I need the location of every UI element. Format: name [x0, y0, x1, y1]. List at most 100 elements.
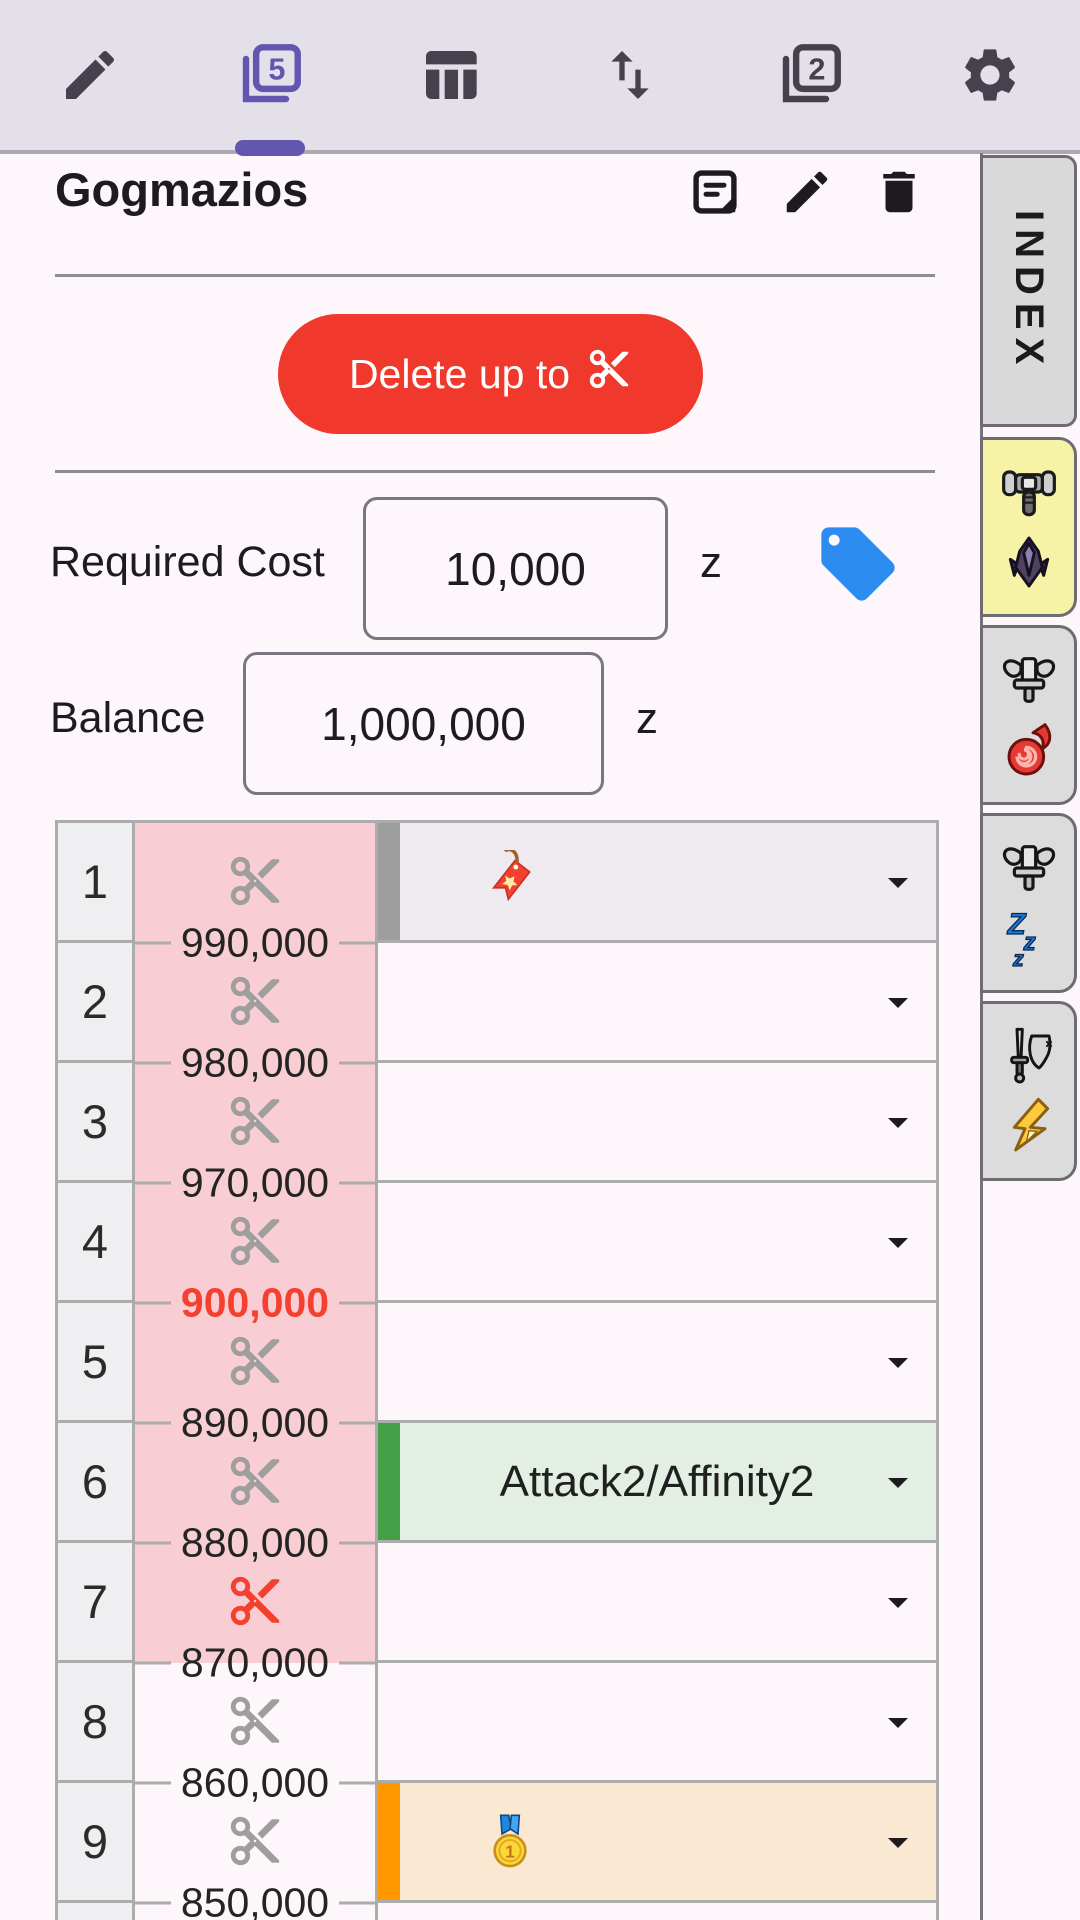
upgrade-table: 1 990,000 2 980,000 3 970,000 4 900,000 5 890,000…: [55, 820, 939, 1920]
selected-tab-indicator: [235, 140, 305, 156]
scissors-icon: [586, 346, 632, 402]
row-number: 9: [58, 1783, 135, 1903]
scissors-icon[interactable]: [226, 1692, 284, 1755]
required-cost-box: [363, 497, 668, 640]
tick-line: [135, 1781, 171, 1785]
skill-slot-cell[interactable]: [378, 1303, 936, 1423]
skill-slot-cell[interactable]: [378, 1903, 936, 1920]
balance-label: Balance: [50, 694, 206, 742]
edit-pencil-icon[interactable]: [780, 165, 834, 219]
filter-2-icon[interactable]: 2: [778, 43, 842, 107]
skill-slot-cell[interactable]: [378, 1183, 936, 1303]
dropdown-arrow-icon[interactable]: [874, 1098, 922, 1146]
dropdown-arrow-icon[interactable]: [874, 978, 922, 1026]
scissors-icon[interactable]: [226, 1212, 284, 1275]
dragon-crystal-icon: [996, 529, 1062, 595]
cut-cell[interactable]: 880,000: [135, 1423, 378, 1566]
tick-line: [339, 1661, 375, 1665]
dropdown-arrow-icon[interactable]: [874, 1458, 922, 1506]
index-tab[interactable]: INDEX: [980, 155, 1077, 427]
tick-line: [339, 1181, 375, 1185]
cost-boundary: 860,000: [135, 1760, 375, 1807]
required-cost-input[interactable]: [366, 500, 665, 637]
scissors-icon[interactable]: [226, 1812, 284, 1875]
svg-text:Z: Z: [1006, 908, 1026, 941]
scissors-icon[interactable]: [226, 1332, 284, 1395]
cut-cell[interactable]: 890,000: [135, 1303, 378, 1446]
skill-slot-cell[interactable]: [378, 943, 936, 1063]
table-row: 8 860,000: [58, 1663, 936, 1806]
row-number: 8: [58, 1663, 135, 1783]
bookmark-icon: [478, 847, 542, 914]
horn-icon: [996, 647, 1062, 713]
hammer-icon: [996, 459, 1062, 525]
settings-gear-icon[interactable]: [958, 43, 1022, 107]
svg-text:z: z: [1012, 947, 1024, 970]
dropdown-arrow-icon[interactable]: [874, 1218, 922, 1266]
tick-line: [135, 1901, 171, 1905]
skill-slot-cell[interactable]: Attack2/Affinity2: [378, 1423, 936, 1543]
filter-5-icon[interactable]: 5: [238, 43, 302, 107]
row-number: 6: [58, 1423, 135, 1543]
cost-value: 870,000: [180, 1639, 330, 1686]
cost-boundary: 850,000: [135, 1880, 375, 1920]
tick-line: [339, 1421, 375, 1425]
slot-color-bar: [378, 1783, 400, 1900]
cut-cell[interactable]: 990,000: [135, 823, 378, 966]
fire-swirl-icon: [996, 717, 1062, 783]
edit-pencil-icon[interactable]: [58, 43, 122, 107]
sort-vertical-icon[interactable]: [598, 43, 662, 107]
svg-text:5: 5: [268, 53, 285, 87]
tab-horn-fire[interactable]: [980, 625, 1077, 805]
dropdown-arrow-icon[interactable]: [874, 1338, 922, 1386]
table-row: 7 870,000: [58, 1543, 936, 1686]
tab-sword-thunder[interactable]: [980, 1001, 1077, 1181]
delete-up-to-button[interactable]: Delete up to: [278, 314, 703, 434]
scissors-icon[interactable]: [226, 1572, 284, 1635]
dropdown-arrow-icon[interactable]: [874, 1698, 922, 1746]
svg-text:2: 2: [808, 53, 825, 87]
dropdown-arrow-icon[interactable]: [874, 1578, 922, 1626]
dropdown-arrow-icon[interactable]: [874, 858, 922, 906]
note-icon[interactable]: [688, 165, 742, 219]
slot-color-bar: [378, 823, 400, 940]
row-number: 7: [58, 1543, 135, 1663]
row-number: 10: [58, 1903, 135, 1920]
scissors-icon[interactable]: [226, 1092, 284, 1155]
cut-cell[interactable]: 860,000: [135, 1663, 378, 1806]
cost-boundary: 970,000: [135, 1160, 375, 1207]
cut-cell[interactable]: 970,000: [135, 1063, 378, 1206]
trash-icon[interactable]: [872, 165, 926, 219]
balance-box: [243, 652, 604, 795]
svg-text:1: 1: [505, 1841, 515, 1861]
skill-slot-cell[interactable]: 1: [378, 1783, 936, 1903]
skill-slot-cell[interactable]: [378, 823, 936, 943]
cut-cell[interactable]: 980,000: [135, 943, 378, 1086]
scissors-icon[interactable]: [226, 972, 284, 1035]
skill-slot-cell[interactable]: [378, 1663, 936, 1783]
cut-cell[interactable]: 870,000: [135, 1543, 378, 1686]
tab-hammer-dragon[interactable]: [980, 437, 1077, 617]
cut-cell[interactable]: 900,000: [135, 1183, 378, 1326]
required-cost-unit: z: [700, 538, 722, 587]
cost-value: 980,000: [180, 1039, 330, 1086]
skill-slot-cell[interactable]: [378, 1063, 936, 1183]
cut-cell[interactable]: 850,000: [135, 1783, 378, 1920]
required-cost-label: Required Cost: [50, 538, 325, 586]
dropdown-arrow-icon[interactable]: [874, 1818, 922, 1866]
price-tag-icon[interactable]: [812, 518, 904, 610]
cost-value: 900,000: [180, 1279, 330, 1326]
balance-input[interactable]: [246, 655, 601, 792]
scissors-icon[interactable]: [226, 1452, 284, 1515]
skill-slot-cell[interactable]: [378, 1543, 936, 1663]
scissors-icon[interactable]: [226, 852, 284, 915]
tick-line: [135, 1421, 171, 1425]
row-number: 5: [58, 1303, 135, 1423]
cost-boundary: 890,000: [135, 1400, 375, 1447]
table-columns-icon[interactable]: [418, 43, 482, 107]
table-row: 4 900,000: [58, 1183, 936, 1326]
cut-cell[interactable]: [135, 1903, 378, 1920]
